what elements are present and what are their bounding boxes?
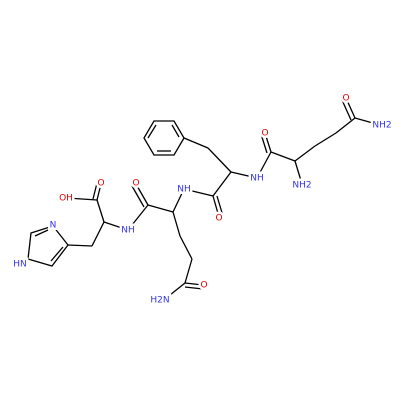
atom-label: NH2	[372, 121, 391, 131]
atom-label: O	[200, 281, 207, 291]
atom-label: O	[215, 214, 222, 224]
atom-label: NH	[250, 174, 264, 184]
atom-label: OH	[59, 194, 73, 204]
atom-label: HN	[13, 260, 27, 270]
atom-label: NH	[177, 185, 191, 195]
atom-label: O	[132, 179, 139, 189]
atom-label: H2N	[150, 296, 169, 306]
atom-label: NH2	[292, 181, 311, 191]
atom-label: O	[261, 129, 268, 139]
atom-label: O	[342, 94, 349, 104]
atom-label: O	[97, 179, 104, 189]
bonds	[27, 97, 381, 300]
atom-labels: O NH2 O NH NH2 OH O O NH O NH N HN H2N O	[11, 91, 394, 308]
atom-label: N	[50, 221, 57, 231]
atom-label: NH	[121, 226, 135, 236]
